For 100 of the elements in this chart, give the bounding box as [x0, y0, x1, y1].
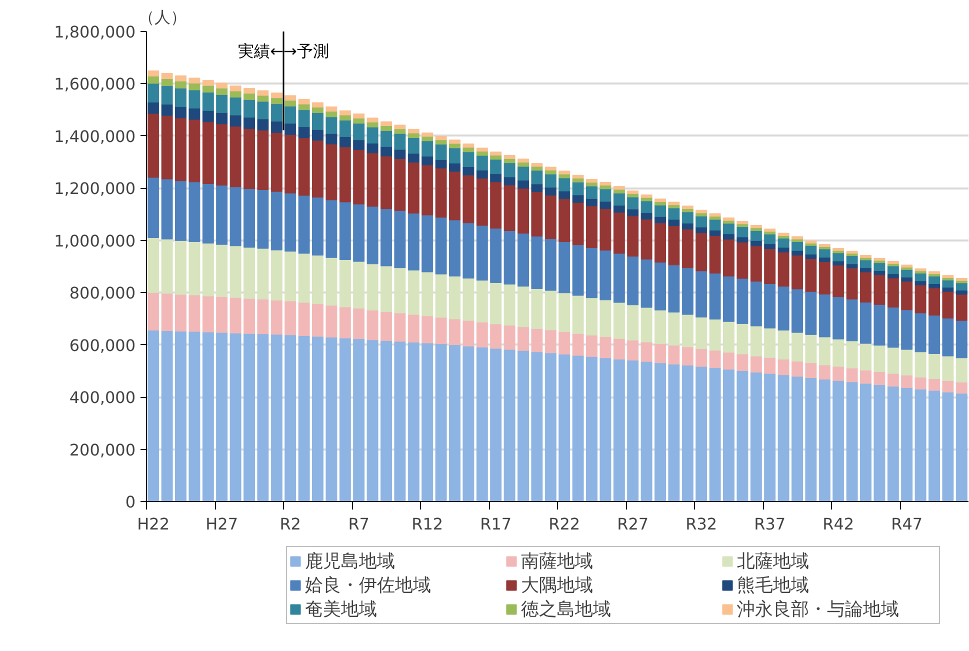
bar [586, 298, 598, 336]
bar [914, 273, 926, 282]
bar [326, 337, 338, 502]
bar [696, 210, 708, 214]
bar [627, 193, 639, 198]
bar [230, 186, 242, 246]
bar [668, 345, 680, 364]
bar [216, 82, 228, 88]
x-tick-label: R12 [412, 514, 444, 534]
bar [435, 136, 447, 140]
bar [161, 115, 173, 180]
bar [914, 284, 926, 314]
bar [778, 358, 790, 376]
bar [230, 246, 242, 298]
bar [668, 364, 680, 502]
bar [778, 374, 790, 502]
bar [572, 355, 584, 502]
bar [818, 262, 830, 294]
bar [202, 122, 214, 184]
bar [394, 124, 406, 130]
y-tick-label: 1,800,000 [54, 22, 136, 42]
bar [298, 195, 310, 254]
bar [462, 166, 474, 176]
bar [668, 202, 680, 206]
bar [230, 97, 242, 116]
bar [148, 113, 160, 178]
bar [504, 155, 516, 159]
bar [490, 324, 502, 349]
bar [257, 95, 269, 102]
bar [640, 307, 652, 342]
bar [654, 222, 666, 263]
bar [216, 124, 228, 186]
bar [750, 326, 762, 356]
bar [380, 340, 392, 502]
bar [750, 281, 762, 326]
bar [202, 332, 214, 502]
x-tick-label: H22 [137, 514, 170, 534]
bar [284, 334, 296, 502]
bar [216, 244, 228, 298]
bar [408, 342, 420, 502]
bar [326, 305, 338, 338]
bar [654, 310, 666, 344]
x-tick-label: R17 [480, 514, 512, 534]
x-tick-label: R7 [348, 514, 370, 534]
bar [298, 302, 310, 336]
bar [640, 212, 652, 220]
bar [148, 292, 160, 330]
bar [723, 217, 734, 221]
bar [544, 194, 556, 240]
bar [778, 330, 790, 360]
bar [216, 332, 228, 502]
bar [422, 140, 434, 157]
legend-label: 徳之島地域 [521, 598, 612, 621]
bar [764, 244, 776, 249]
bar [627, 360, 639, 502]
bar [270, 121, 282, 133]
bar [956, 290, 968, 295]
bar [682, 208, 694, 212]
bar [504, 162, 516, 178]
bar [148, 76, 160, 84]
legend-label: 北薩地域 [737, 550, 810, 573]
bar [640, 194, 652, 198]
bar [696, 348, 708, 367]
bar [148, 330, 160, 502]
bar [449, 344, 460, 502]
bar [696, 232, 708, 272]
bar [216, 88, 228, 95]
bar [736, 236, 748, 242]
bar [339, 146, 351, 202]
bar [504, 158, 516, 164]
bar [654, 204, 666, 217]
bar [257, 334, 269, 502]
bar [175, 240, 186, 295]
bar [764, 328, 776, 358]
bar [805, 377, 817, 502]
bar [462, 144, 474, 148]
bar [805, 254, 817, 259]
bar [832, 252, 844, 262]
bar [394, 133, 406, 150]
bar [339, 202, 351, 260]
bar [805, 362, 817, 378]
bar [640, 342, 652, 362]
bar [298, 104, 310, 110]
bar [901, 387, 913, 502]
bar [586, 186, 598, 199]
bar [257, 130, 269, 190]
bar [709, 213, 721, 217]
bar [750, 356, 762, 372]
bar [326, 200, 338, 258]
bar [531, 184, 543, 192]
bar [161, 86, 173, 105]
bar [353, 114, 365, 118]
bar [230, 126, 242, 188]
bar [312, 106, 324, 113]
bar [518, 180, 529, 189]
bar [148, 70, 160, 76]
bar [572, 295, 584, 334]
bar [764, 248, 776, 284]
bar [462, 346, 474, 502]
bar [586, 206, 598, 248]
